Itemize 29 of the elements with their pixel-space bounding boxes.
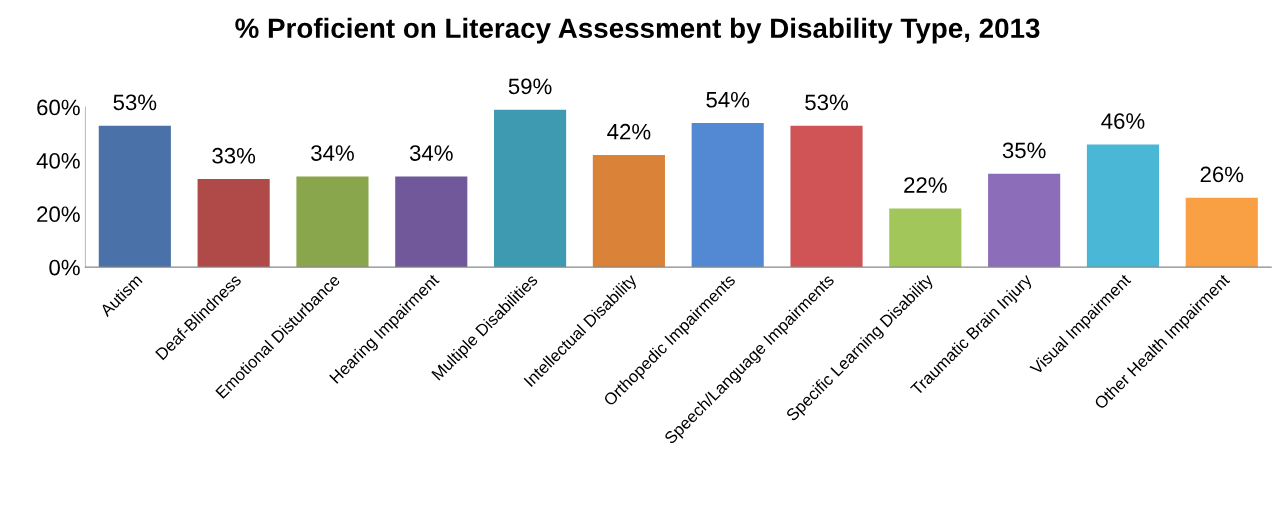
data-label: 53%	[805, 94, 848, 111]
bar	[592, 155, 665, 268]
y-tick-label: 60%	[37, 99, 80, 116]
y-tick-label: 0%	[49, 259, 80, 276]
data-label: 54%	[706, 91, 750, 108]
bar	[494, 109, 567, 268]
bar	[889, 208, 962, 268]
data-label: 26%	[1200, 166, 1244, 183]
data-label: 22%	[904, 177, 947, 193]
bar	[296, 176, 369, 268]
bar	[197, 179, 270, 268]
data-label: 59%	[508, 78, 552, 95]
data-label: 34%	[409, 145, 453, 161]
data-label: 53%	[113, 94, 157, 111]
bar	[691, 123, 764, 268]
chart-title: % Proficient on Literacy Assessment by Disability Type, 2013	[235, 17, 1040, 44]
data-label: 33%	[212, 147, 256, 164]
bar	[98, 125, 171, 268]
bar	[1185, 197, 1258, 268]
data-label: 35%	[1002, 142, 1046, 159]
y-tick-label: 40%	[36, 152, 80, 169]
bar	[1086, 144, 1160, 268]
data-label: 42%	[607, 123, 651, 140]
data-label: 46%	[1101, 113, 1145, 129]
bar	[988, 173, 1061, 268]
y-tick-label: 20%	[37, 206, 80, 223]
data-label: 34%	[311, 145, 354, 161]
bar	[395, 176, 468, 268]
bar	[790, 125, 863, 268]
